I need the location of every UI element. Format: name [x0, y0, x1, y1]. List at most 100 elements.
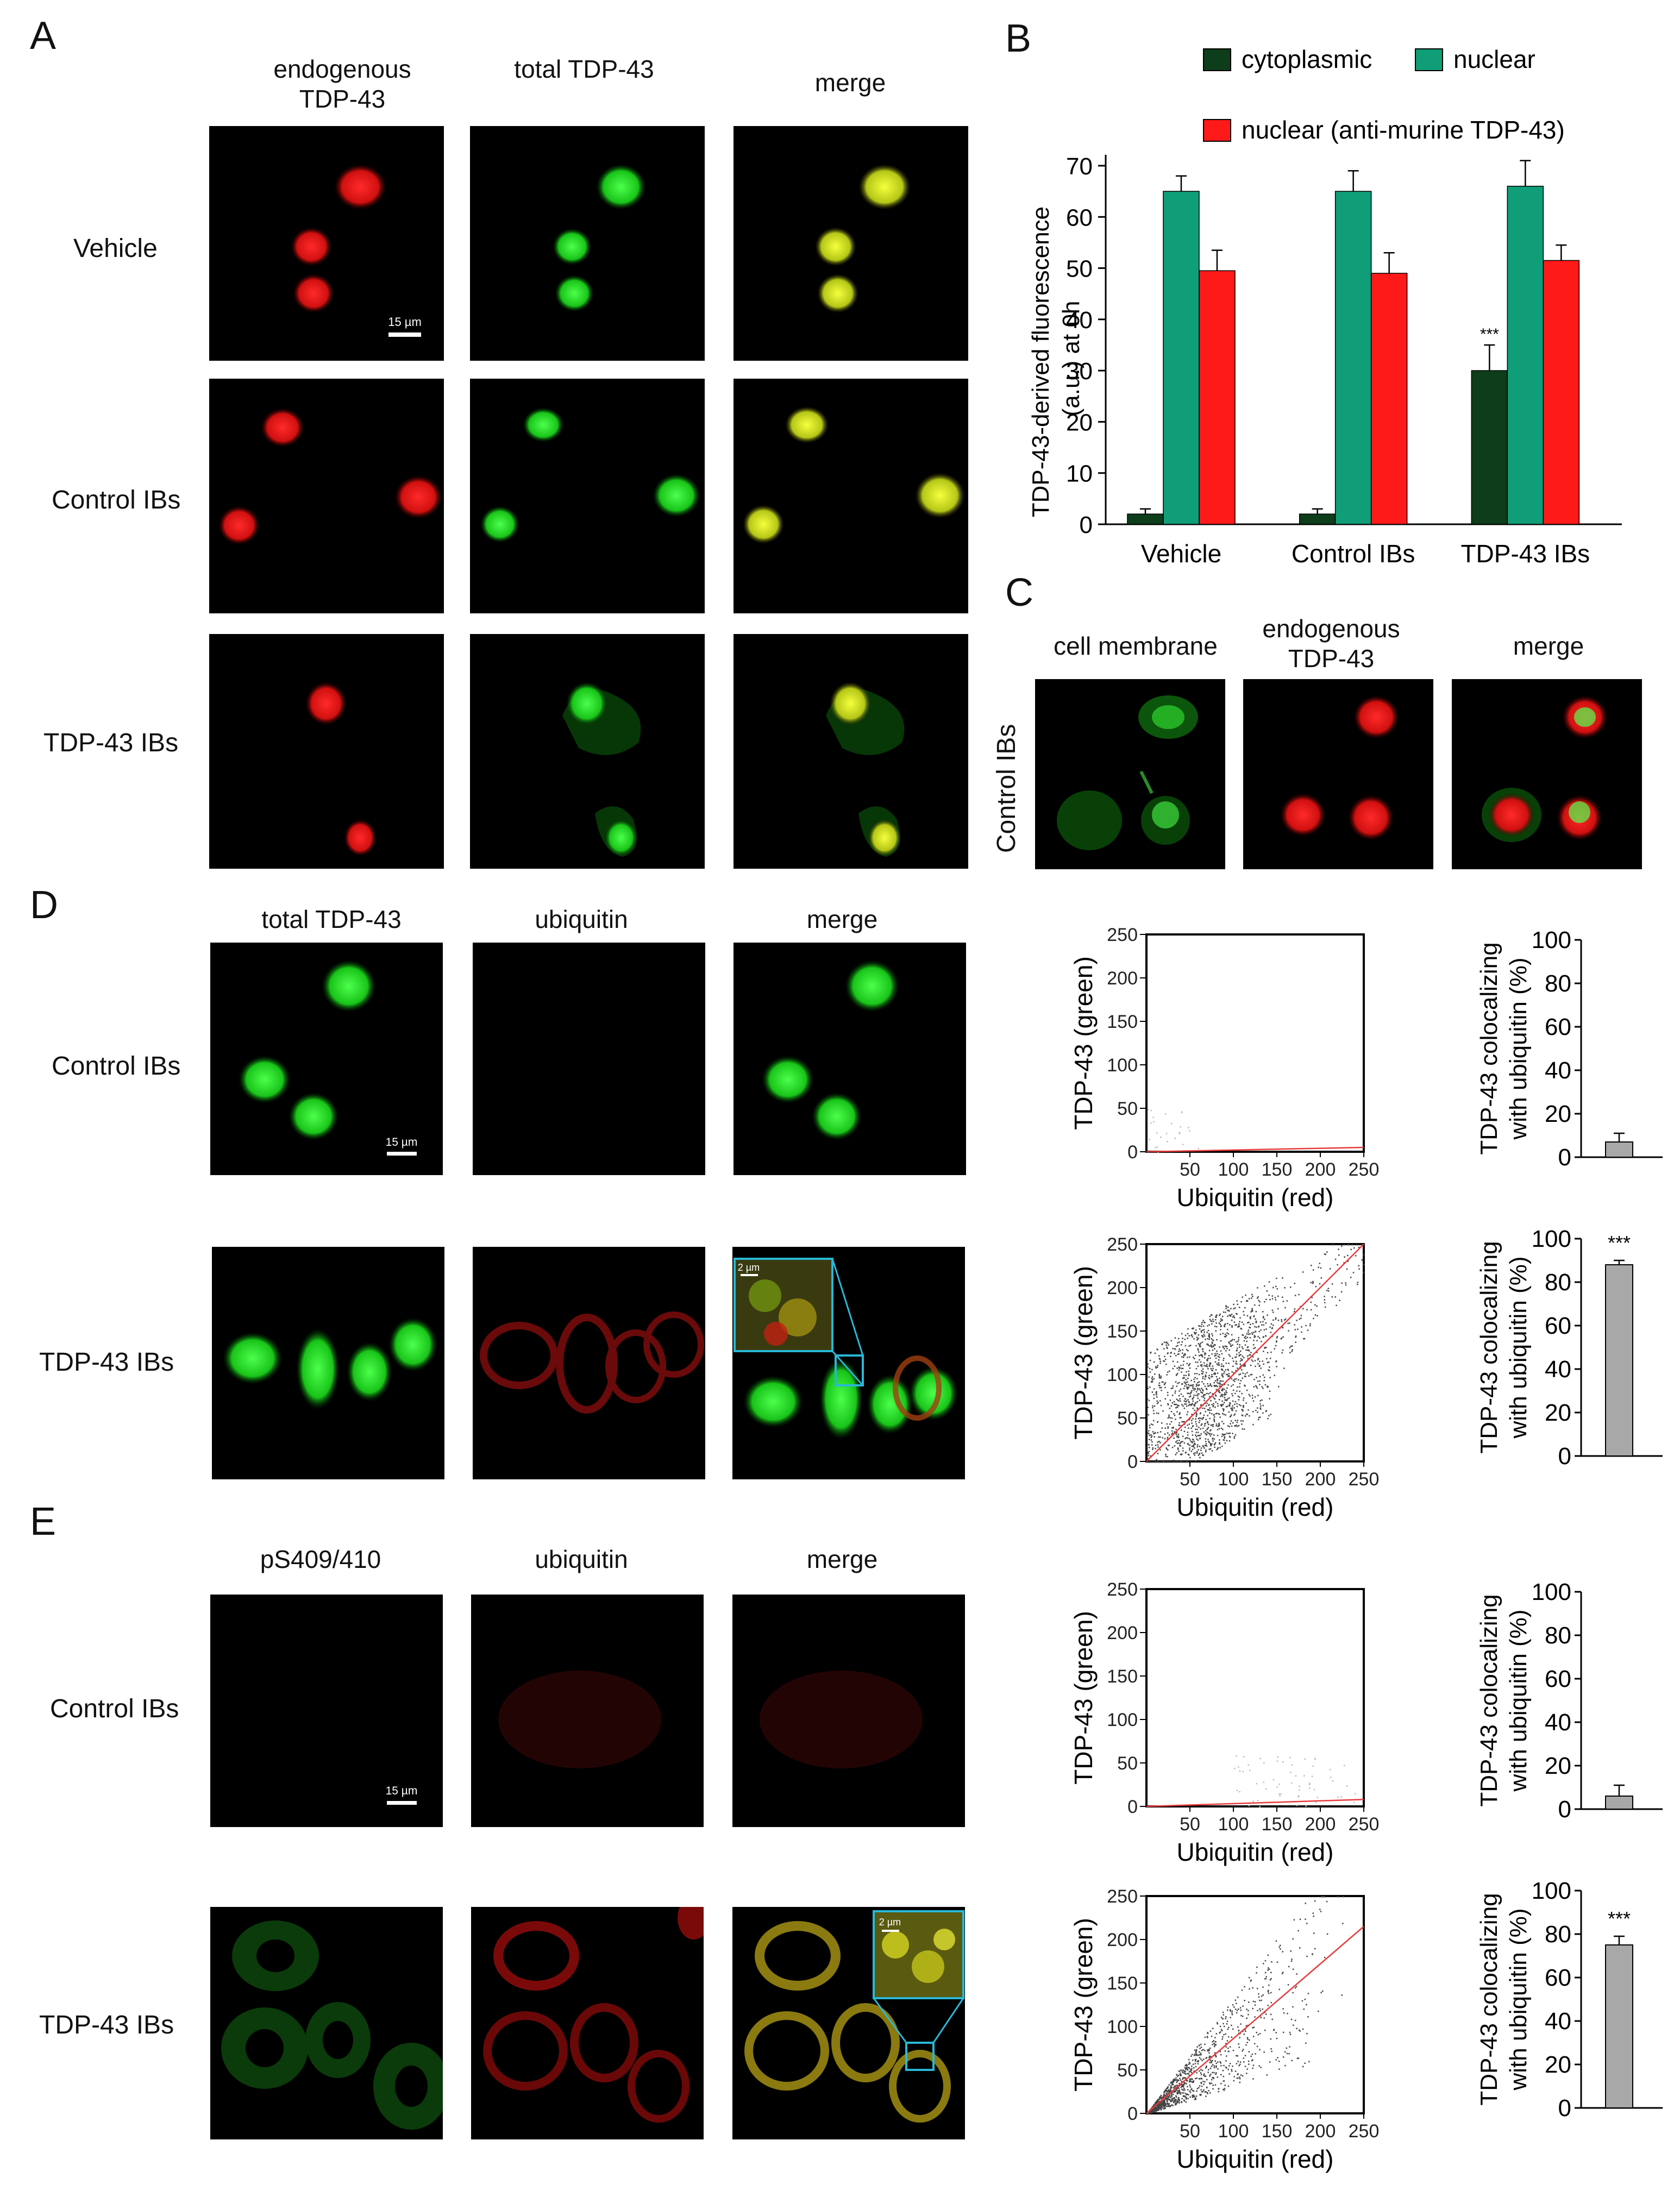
- scatter-point: [1207, 1432, 1209, 1434]
- bar-ytick-label: 100: [1532, 1579, 1571, 1605]
- scatter-point: [1276, 1288, 1278, 1290]
- scatter-point: [1238, 1355, 1240, 1357]
- scatter-point: [1252, 1333, 1253, 1335]
- scatter-point: [1207, 2093, 1208, 2094]
- scatter-point: [1227, 1384, 1229, 1386]
- scatter-point: [1235, 1363, 1237, 1364]
- scatter-point: [1236, 1790, 1238, 1792]
- scatter-point: [1254, 2016, 1256, 2018]
- scatter-point: [1204, 1352, 1206, 1354]
- scatter-point: [1236, 1755, 1237, 1757]
- scatter-point: [1303, 2008, 1305, 2010]
- scatter-point: [1196, 2090, 1198, 2092]
- scatter-point: [1299, 1785, 1301, 1787]
- scatter-point: [1194, 1460, 1196, 1462]
- micrograph-d-tdp-ubiquitin: [473, 1247, 705, 1479]
- scatter-point: [1163, 1348, 1165, 1350]
- scatter-point: [1194, 2063, 1196, 2064]
- panel-b-chart: cytoplasmic nuclear nuclear (anti-murine…: [1027, 45, 1622, 568]
- scatter-point: [1341, 1282, 1343, 1284]
- scatter-point: [1243, 2033, 1245, 2035]
- scatter-point: [1233, 1372, 1234, 1374]
- scatter-point: [1273, 2029, 1275, 2031]
- scatter-point: [1209, 2062, 1211, 2063]
- scatter-ytick-label: 250: [1107, 1886, 1138, 1907]
- scatter-point: [1259, 1758, 1261, 1760]
- scatter-point: [1199, 2054, 1201, 2056]
- scatter-point: [1167, 1394, 1169, 1396]
- scatter-point: [1328, 1290, 1330, 1292]
- scatter-point: [1227, 1328, 1228, 1330]
- scatter-point: [1175, 2079, 1176, 2081]
- scatter-point: [1213, 1373, 1215, 1374]
- scatter-point: [1246, 1372, 1248, 1373]
- scatter-point: [1221, 1396, 1224, 1397]
- scatter-point: [1200, 1342, 1202, 1344]
- scatter-point: [1196, 1425, 1198, 1427]
- scatter-point: [1272, 1325, 1274, 1326]
- scatter-point: [1202, 1446, 1204, 1448]
- scatter-point: [1248, 2063, 1250, 2065]
- scatter-point: [1215, 1425, 1217, 1427]
- scatter-point: [1230, 1314, 1231, 1316]
- scatter-point: [1262, 1404, 1264, 1407]
- scatter-point: [1153, 2111, 1155, 2113]
- bar-ytick-label: 0: [1558, 2095, 1571, 2122]
- scatter-point: [1306, 1309, 1308, 1311]
- scatter-point: [1200, 1433, 1202, 1435]
- scatter-point: [1189, 2063, 1191, 2064]
- scatter-point: [1244, 1415, 1246, 1417]
- scatter-point: [1211, 2082, 1213, 2084]
- scatter-point: [1220, 1405, 1223, 1407]
- scatter-point: [1205, 1433, 1206, 1434]
- b-bar: [1471, 370, 1508, 525]
- scatter-point: [1197, 1393, 1199, 1395]
- scatter-point: [1314, 1948, 1316, 1950]
- scatter-point: [1305, 1805, 1307, 1807]
- scatter-point: [1279, 1795, 1281, 1797]
- scatter-point: [1223, 1325, 1225, 1327]
- scatter-xtick-label: 250: [1349, 1814, 1380, 1835]
- scatter-point: [1195, 2054, 1197, 2056]
- scatter-point: [1266, 1358, 1268, 1360]
- scatter-point: [1240, 2009, 1242, 2011]
- scatter-point: [1257, 1296, 1259, 1298]
- scatter-point: [1306, 1955, 1308, 1957]
- scatter-point: [1170, 2089, 1171, 2091]
- panel-e-col3-header: merge: [806, 1545, 878, 1573]
- scatter-point: [1283, 1319, 1286, 1321]
- scatter-point: [1253, 1378, 1255, 1380]
- scatter-point: [1188, 1427, 1189, 1429]
- scatter-point: [1200, 2058, 1202, 2060]
- scatter-point: [1206, 1445, 1208, 1447]
- scatter-point: [1225, 1369, 1227, 1371]
- scatter-point: [1338, 1248, 1339, 1250]
- scatter-point: [1347, 1244, 1349, 1246]
- scatter-point: [1282, 1301, 1284, 1302]
- scatter-point: [1268, 1984, 1270, 1986]
- scatter-point: [1199, 1325, 1201, 1327]
- scatter-point: [1343, 1896, 1344, 1898]
- scatter-point: [1150, 1436, 1152, 1438]
- scatter-point: [1232, 2028, 1234, 2030]
- scatter-point: [1176, 1461, 1178, 1463]
- scatter-point: [1257, 1359, 1259, 1360]
- scatter-point: [1265, 2013, 1267, 2015]
- scatter-point: [1194, 1454, 1196, 1456]
- b-category-label: Vehicle: [1141, 539, 1221, 568]
- scatter-point: [1206, 1428, 1208, 1430]
- scatter-point: [1162, 2101, 1163, 2103]
- scatter-point: [1219, 1385, 1221, 1387]
- scatter-point: [1232, 1400, 1234, 1402]
- scatter-point: [1220, 1340, 1222, 1342]
- scatter-point: [1224, 1345, 1226, 1347]
- scatter-ytick-label: 50: [1117, 1408, 1138, 1429]
- scatter-point: [1263, 1329, 1265, 1331]
- scatter-point: [1175, 2102, 1177, 2104]
- scatter-point: [1292, 1992, 1294, 1994]
- scatter-point: [1224, 1326, 1226, 1327]
- scatter-point: [1280, 1948, 1281, 1950]
- scatter-point: [1215, 1354, 1217, 1357]
- scatter-point: [1242, 1771, 1244, 1773]
